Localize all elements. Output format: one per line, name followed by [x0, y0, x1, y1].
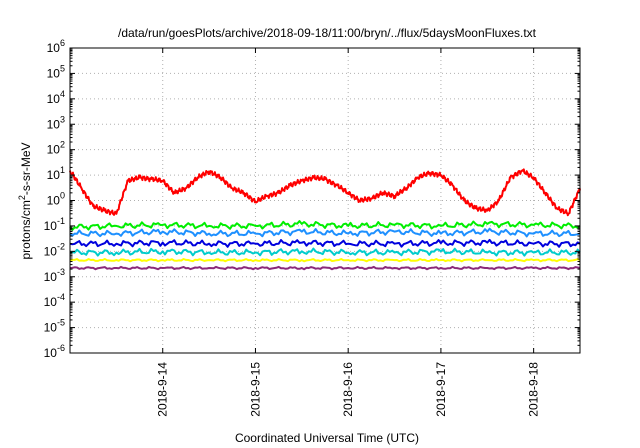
- series-line-1: [69, 168, 581, 217]
- y-tick-label: 10-5: [44, 318, 65, 335]
- y-axis-title-part-1: protons/cm: [19, 200, 33, 259]
- series-line-7: [69, 265, 581, 271]
- series-line-5: [69, 247, 581, 257]
- series-line-4: [69, 238, 581, 248]
- series-layer: [69, 168, 581, 271]
- y-tick-label: 10-2: [44, 241, 65, 258]
- x-tick-label: 2018-9-15: [248, 362, 262, 417]
- y-tick-label: 10-3: [44, 267, 65, 284]
- y-tick-label: 10-4: [44, 292, 65, 309]
- grid: [70, 48, 580, 353]
- y-axis-title-superscript: 2: [17, 195, 27, 200]
- y-tick-label: 102: [47, 140, 65, 157]
- chart-title: /data/run/goesPlots/archive/2018-09-18/1…: [118, 26, 537, 40]
- x-axis-title: Coordinated Universal Time (UTC): [235, 431, 419, 445]
- y-tick-label: 101: [47, 165, 65, 182]
- series-line-3: [69, 227, 581, 238]
- y-tick-label: 10-6: [44, 343, 65, 360]
- x-tick-label: 2018-9-14: [156, 362, 170, 417]
- y-tick-label: 10-1: [44, 216, 65, 233]
- y-axis-title: protons/cm2-s-sr-MeV: [17, 142, 33, 259]
- y-tick-label: 104: [47, 89, 65, 106]
- y-tick-label: 103: [47, 114, 65, 131]
- y-tick-label: 100: [47, 191, 65, 208]
- x-tick-label: 2018-9-17: [434, 362, 448, 417]
- y-axis-title-part-2: -s-sr-MeV: [19, 142, 33, 195]
- x-tick-label: 2018-9-16: [341, 362, 355, 417]
- x-tick-label: 2018-9-18: [527, 362, 541, 417]
- axes: 10-6 10-5 10-4 10-3 10-2 10-1 100 101 102 103 104 1…: [44, 38, 580, 417]
- y-tick-label: 105: [47, 63, 65, 80]
- series-line-6: [69, 258, 581, 263]
- series-line-2: [69, 220, 581, 231]
- y-tick-label: 106: [47, 38, 65, 55]
